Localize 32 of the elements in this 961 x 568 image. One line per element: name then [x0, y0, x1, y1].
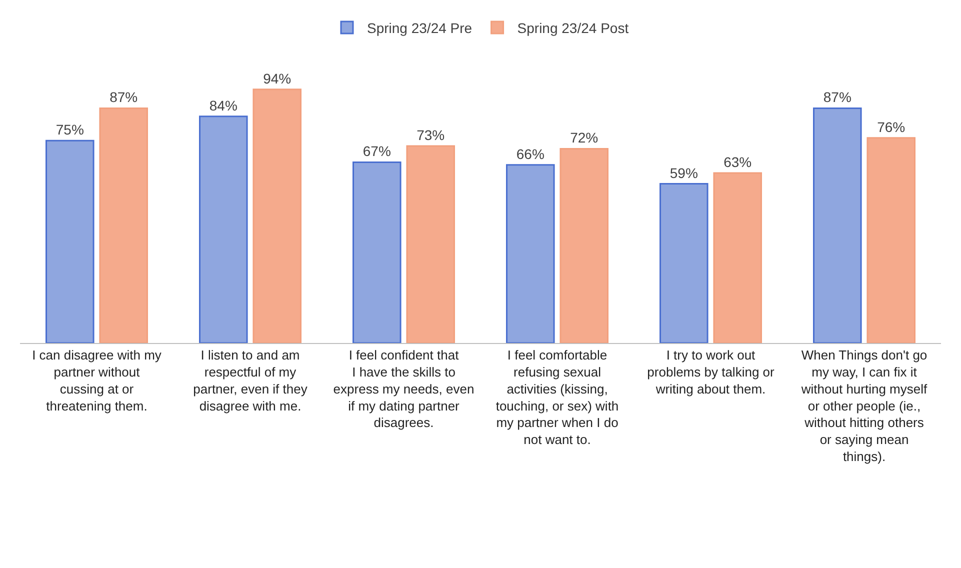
bar	[99, 107, 148, 343]
x-tick-label: I feel comfortable refusing sexual activities (kissing, touching, or sex) with my partner when I do not want to.	[496, 348, 619, 448]
bar	[660, 183, 708, 343]
x-tick-label: I feel confident that I have the skills to express my needs, even if my dating partner disagrees.	[333, 348, 474, 430]
x-tick-label: I can disagree with my partner without cussing at or threatening them.	[32, 348, 162, 414]
data-label: 66%	[516, 146, 544, 162]
data-label: 75%	[56, 122, 84, 138]
data-label: 63%	[724, 154, 752, 170]
bar	[352, 161, 402, 343]
bar	[46, 140, 94, 343]
data-label: 59%	[670, 164, 698, 181]
data-label: 73%	[416, 127, 445, 144]
bar	[406, 145, 455, 343]
bar	[713, 172, 762, 343]
data-label: 84%	[209, 97, 238, 114]
data-label: 87%	[110, 89, 138, 106]
data-label: 67%	[362, 143, 391, 160]
data-label: 76%	[877, 118, 906, 135]
data-label: 94%	[263, 70, 292, 86]
x-tick-label: I listen to and am respectful of my partner, even if they disagree with me.	[193, 348, 308, 414]
legend-label: Spring 23/24 Post	[517, 20, 629, 36]
data-label: 87%	[823, 89, 852, 106]
data-label: 72%	[570, 130, 598, 146]
legend-label: Spring 23/24 Pre	[367, 20, 472, 36]
x-tick-label: When Things don't go my way, I can fix it without hurting myself or other people (ie., without hitting others or saying mean things).	[800, 348, 928, 464]
bar	[506, 164, 555, 343]
bar	[199, 116, 248, 343]
bar	[866, 137, 916, 343]
bar	[560, 148, 608, 343]
bar	[252, 88, 302, 343]
x-tick-label: I try to work out problems by talking or writing about them.	[647, 348, 776, 396]
bar	[813, 107, 862, 343]
